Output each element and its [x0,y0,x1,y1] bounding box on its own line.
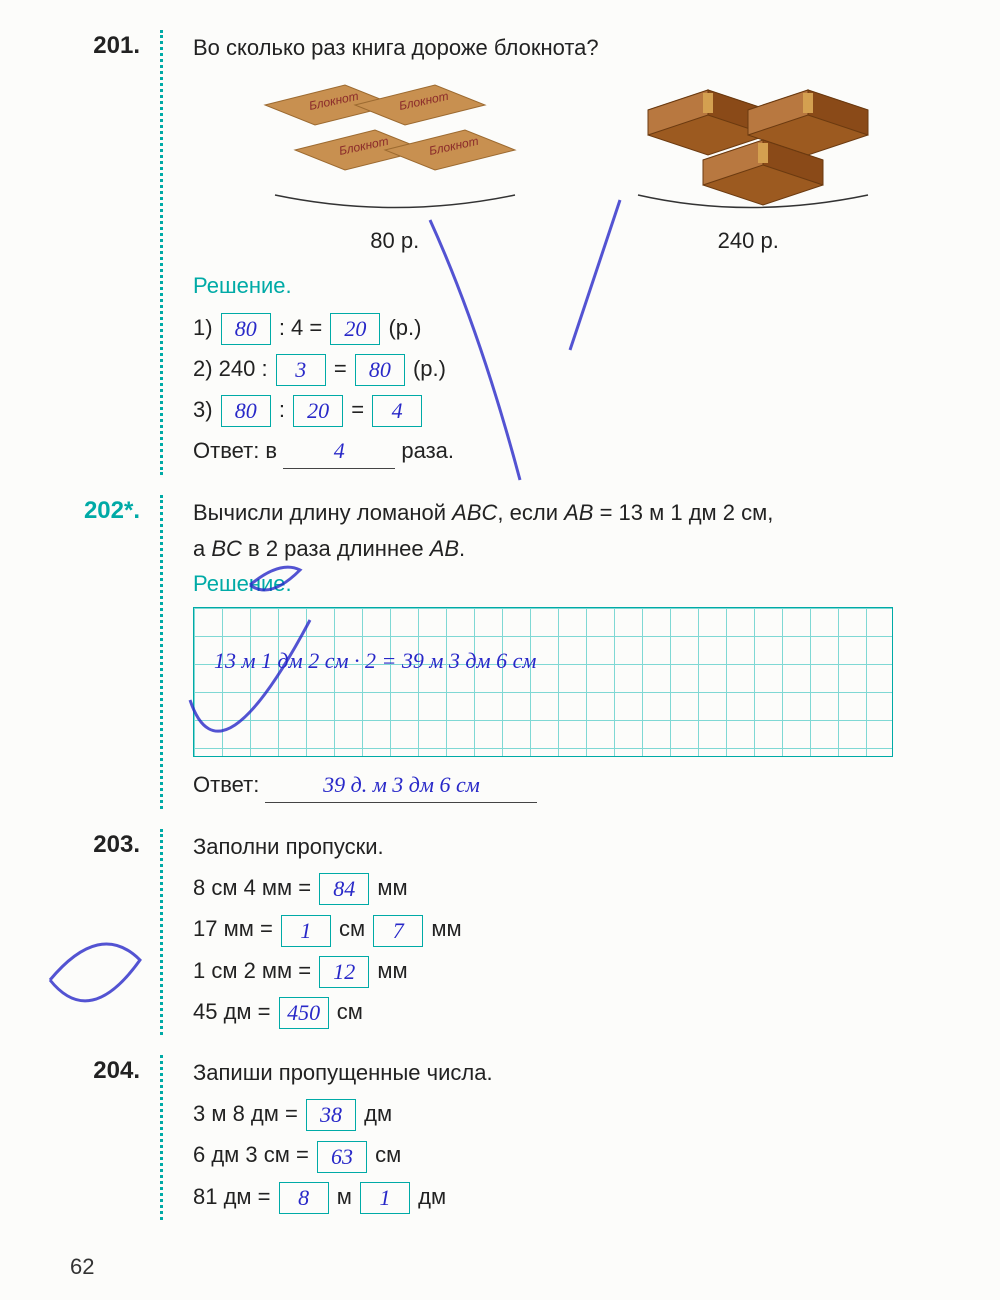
solution-line-1: 1) 80 : 4 = 20 (р.) [193,310,940,345]
handwritten-work: 13 м 1 дм 2 см · 2 = 39 м 3 дм 6 см [214,648,536,673]
exercise-203: 203. Заполни пропуски. 8 см 4 мм = 84 мм… [40,829,940,1035]
exercise-number: 203. [40,829,160,1035]
text: . [459,536,465,561]
exercise-number: 201. [40,30,160,475]
text: см [375,1142,401,1167]
text: см [339,916,365,941]
text: = 13 м 1 дм 2 см, [593,500,773,525]
conversion-line-1: 8 см 4 мм = 84 мм [193,870,940,905]
price-right: 240 р. [618,223,878,258]
answer-box: 20 [293,395,343,427]
text: (р.) [413,356,446,381]
exercise-body: Вычисли длину ломаной ABC, если AB = 13 … [160,495,940,809]
text: 3 м 8 дм = [193,1101,298,1126]
workbook-page: 201. Во сколько раз книга дороже блокнот… [0,0,1000,1300]
question-text: Вычисли длину ломаной ABC, если AB = 13 … [193,495,940,565]
text: мм [431,916,461,941]
notebooks-icon: Блокнот Блокнот Блокнот [255,75,535,225]
page-number: 62 [70,1254,94,1280]
answer-box: 38 [306,1099,356,1131]
price-left: 80 р. [255,223,535,258]
text: 45 дм = [193,999,271,1024]
exercise-201: 201. Во сколько раз книга дороже блокнот… [40,30,940,475]
answer-box: 1 [360,1182,410,1214]
text: : [279,397,285,422]
text: мм [377,958,407,983]
text: = [351,397,364,422]
exercise-body: Запиши пропущенные числа. 3 м 8 дм = 38 … [160,1055,940,1220]
text: а [193,536,211,561]
exercise-body: Во сколько раз книга дороже блокнота? Бл… [160,30,940,475]
text: дм [364,1101,392,1126]
var: AB [430,536,459,561]
text: 1) [193,315,213,340]
conversion-line-2: 17 мм = 1 см 7 мм [193,911,940,946]
answer-line: Ответ: в 4 раза. [193,433,940,469]
books-icon [618,75,878,225]
text: 17 мм = [193,916,273,941]
conversion-line-3: 81 дм = 8 м 1 дм [193,1179,940,1214]
answer-box: 63 [317,1141,367,1173]
answer-box: 20 [330,313,380,345]
answer-box: 450 [279,997,329,1029]
text: дм [418,1184,446,1209]
var: AB [564,500,593,525]
solution-grid: 13 м 1 дм 2 см · 2 = 39 м 3 дм 6 см [193,607,893,757]
conversion-line-1: 3 м 8 дм = 38 дм [193,1096,940,1131]
books-group: 240 р. [618,75,878,258]
answer-box: 80 [221,313,271,345]
answer-box: 1 [281,915,331,947]
answer-box: 80 [355,354,405,386]
answer-box: 12 [319,956,369,988]
text: : 4 = [279,315,322,340]
text: 2) 240 : [193,356,268,381]
title: Заполни пропуски. [193,829,940,864]
conversion-line-2: 6 дм 3 см = 63 см [193,1137,940,1172]
answer-box: 4 [372,395,422,427]
text: Ответ: в [193,438,277,463]
answer-box: 7 [373,915,423,947]
text: = [334,356,347,381]
solution-label: Решение. [193,268,940,303]
text: (р.) [388,315,421,340]
text: см [337,999,363,1024]
text: 3) [193,397,213,422]
answer-box: 80 [221,395,271,427]
answer-box: 84 [319,873,369,905]
text: Ответ: [193,772,259,797]
text: 6 дм 3 см = [193,1142,309,1167]
images-row: Блокнот Блокнот Блокнот [193,75,940,258]
var: BC [211,536,242,561]
text: 81 дм = [193,1184,271,1209]
solution-label: Решение. [193,566,940,601]
exercise-204: 204. Запиши пропущенные числа. 3 м 8 дм … [40,1055,940,1220]
exercise-body: Заполни пропуски. 8 см 4 мм = 84 мм 17 м… [160,829,940,1035]
answer-box: 3 [276,354,326,386]
answer-value: 4 [283,433,395,469]
conversion-line-3: 1 см 2 мм = 12 мм [193,953,940,988]
answer-value: 39 д. м 3 дм 6 см [265,767,537,803]
text: 1 см 2 мм = [193,958,311,983]
answer-line: Ответ: 39 д. м 3 дм 6 см [193,767,940,803]
text: мм [377,875,407,900]
text: в 2 раза длиннее [242,536,430,561]
solution-line-3: 3) 80 : 20 = 4 [193,392,940,427]
text: , если [497,500,564,525]
exercise-number: 202*. [40,495,160,809]
conversion-line-4: 45 дм = 450 см [193,994,940,1029]
text: раза. [401,438,454,463]
text: 8 см 4 мм = [193,875,311,900]
text: Вычисли длину ломаной [193,500,452,525]
notebooks-group: Блокнот Блокнот Блокнот [255,75,535,258]
solution-line-2: 2) 240 : 3 = 80 (р.) [193,351,940,386]
exercise-202: 202*. Вычисли длину ломаной ABC, если AB… [40,495,940,809]
answer-box: 8 [279,1182,329,1214]
text: м [337,1184,352,1209]
var: ABC [452,500,497,525]
exercise-number: 204. [40,1055,160,1220]
title: Запиши пропущенные числа. [193,1055,940,1090]
question-text: Во сколько раз книга дороже блокнота? [193,30,940,65]
